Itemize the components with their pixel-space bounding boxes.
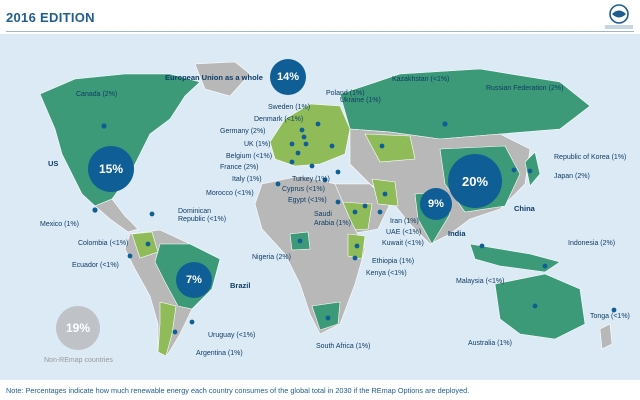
label-denmark: Denmark (<1%) — [254, 116, 304, 123]
label-kazakhstan: Kazakhstan (<1%) — [392, 76, 450, 83]
europe — [269, 103, 351, 167]
label-india: India — [448, 229, 466, 238]
eu-label: European Union as a whole — [165, 73, 263, 82]
north-america — [39, 73, 201, 207]
colombia-shape — [131, 231, 159, 259]
label-australia: Australia (1%) — [468, 340, 512, 347]
world-map — [0, 34, 640, 380]
greenland — [194, 61, 251, 97]
label-china: China — [514, 204, 535, 213]
label-belgium: Belgium (<1%) — [226, 153, 273, 160]
label-uae: UAE (<1%) — [386, 229, 422, 236]
label-saudi: Saudi — [314, 211, 332, 218]
kazakhstan-shape — [364, 133, 416, 163]
label-turkey: Turkey (1%) — [292, 176, 330, 183]
label-colombia: Colombia (<1%) — [78, 240, 129, 247]
edition-title: 2016 EDITION — [6, 10, 95, 25]
australia-shape — [494, 273, 586, 340]
label-brazil: Brazil — [230, 281, 251, 290]
country-dots — [92, 121, 617, 335]
label-tonga: Tonga (<1%) — [590, 313, 630, 320]
us-bubble: 15% — [88, 146, 134, 192]
label-argentina: Argentina (1%) — [196, 350, 243, 357]
label-saudi2: Arabia (1%) — [314, 220, 351, 227]
non-remap-bubble: 19% — [56, 306, 100, 350]
label-uruguay: Uruguay (<1%) — [208, 332, 256, 339]
label-morocco: Morocco (<1%) — [206, 190, 254, 197]
irena-logo-icon — [605, 4, 633, 29]
label-uk: UK (1%) — [244, 141, 271, 148]
label-nigeria: Nigeria (2%) — [252, 254, 291, 261]
label-malaysia: Malaysia (<1%) — [456, 278, 505, 285]
label-canada: Canada (2%) — [76, 91, 118, 98]
label-russia: Russian Federation (2%) — [486, 85, 564, 92]
indonesia-shape — [469, 243, 561, 273]
label-ukraine: Ukraine (1%) — [340, 97, 381, 104]
japan-shape — [524, 151, 541, 187]
label-ethiopia: Ethiopia (1%) — [372, 258, 415, 265]
label-southafrica: South Africa (1%) — [316, 343, 371, 350]
eu-bubble: 14% — [270, 59, 306, 95]
footnote: Note: Percentages indicate how much rene… — [6, 386, 470, 395]
africa — [254, 175, 366, 335]
label-poland: Poland (1%) — [326, 90, 365, 97]
label-sweden: Sweden (1%) — [268, 104, 311, 111]
label-kenya: Kenya (<1%) — [366, 270, 407, 277]
argentina-shape — [157, 301, 177, 357]
label-dominican: Dominican — [178, 208, 212, 215]
label-iran: Iran (1%) — [390, 218, 419, 225]
china-bubble: 20% — [448, 154, 502, 208]
southafrica-shape — [311, 301, 341, 331]
label-ecuador: Ecuador (<1%) — [72, 262, 119, 269]
india-bubble: 9% — [420, 188, 452, 220]
label-kuwait: Kuwait (<1%) — [382, 240, 424, 247]
label-egypt: Egypt (<1%) — [288, 197, 327, 204]
newzealand-shape — [599, 323, 613, 350]
label-france: France (2%) — [220, 164, 259, 171]
label-dominican2: Republic (<1%) — [178, 216, 227, 223]
non-remap-label: Non-REmap countries — [44, 357, 113, 364]
central-america — [94, 198, 139, 233]
label-germany: Germany (2%) — [220, 128, 266, 135]
label-korea: Republic of Korea (1%) — [554, 154, 627, 161]
label-mexico: Mexico (1%) — [40, 221, 79, 228]
label-cyprus: Cyprus (<1%) — [282, 186, 325, 193]
label-us: US — [48, 159, 59, 168]
header-divider — [6, 31, 634, 32]
label-japan: Japan (2%) — [554, 173, 590, 180]
label-italy: Italy (1%) — [232, 176, 262, 183]
brazil-bubble: 7% — [176, 262, 212, 298]
label-indonesia: Indonesia (2%) — [568, 240, 616, 247]
